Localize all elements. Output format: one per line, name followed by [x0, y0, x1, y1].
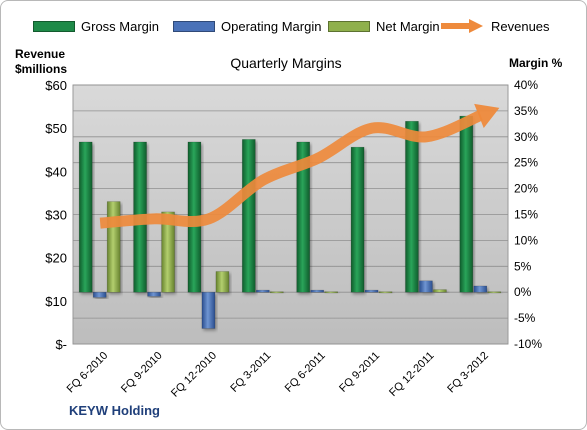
gross-margin-bar [296, 141, 310, 293]
category-label: FQ 6-2010 [65, 350, 111, 396]
operating-margin-bar [92, 291, 107, 298]
category-label: FQ 6-2011 [283, 350, 328, 395]
net-margin-bar [270, 291, 284, 294]
left-axis-title-line1: Revenue [15, 47, 66, 61]
operating-margin-bar [201, 291, 216, 329]
legend-label-revenues: Revenues [491, 18, 550, 34]
right-axis-tick-label: 40% [514, 78, 538, 92]
legend-label-net-margin: Net Margin [376, 18, 440, 34]
right-axis-tick-label: 35% [514, 104, 538, 118]
chart-title: Quarterly Margins [230, 55, 342, 71]
legend-swatch-gross-margin [33, 20, 75, 32]
net-margin-bar [378, 291, 393, 294]
legend-item-revenues: Revenues [439, 15, 550, 37]
right-axis-tick-label: 10% [514, 233, 538, 247]
left-axis-tick-label: $30 [45, 208, 67, 223]
right-axis-tick-label: 5% [514, 259, 532, 273]
left-axis-tick-label: $20 [45, 251, 67, 266]
left-axis-tick-label: $50 [45, 121, 67, 136]
category-label: FQ 12-2010 [169, 350, 219, 400]
net-margin-bar [324, 291, 338, 294]
legend-item-net-margin: Net Margin [328, 15, 440, 37]
right-axis-tick-label: 0% [514, 285, 532, 299]
category-label: FQ 3-2011 [228, 350, 273, 395]
net-margin-bar [106, 201, 121, 293]
category-label: FQ 9-2011 [337, 350, 382, 395]
operating-margin-bar [147, 291, 161, 297]
left-axis-tick-label: $40 [45, 164, 67, 179]
right-axis-tick-label: 30% [514, 130, 538, 144]
net-margin-bar [161, 211, 175, 293]
right-axis-tick-label: 25% [514, 156, 538, 170]
legend-swatch-operating-margin [173, 20, 215, 32]
right-axis-title: Margin % [509, 56, 563, 70]
category-label: FQ 12-2011 [387, 350, 436, 399]
operating-margin-bar [364, 289, 379, 293]
legend-item-operating-margin: Operating Margin [173, 15, 321, 37]
operating-margin-bar [419, 280, 433, 293]
category-label: FQ 3-2012 [445, 350, 491, 396]
right-axis-tick-label: -5% [514, 311, 536, 325]
legend-label-gross-margin: Gross Margin [81, 18, 160, 34]
right-axis-tick-label: 15% [514, 208, 538, 222]
operating-margin-bar [473, 285, 488, 293]
net-margin-bar [215, 271, 230, 293]
left-axis-title: Revenue $millions [15, 47, 67, 77]
gross-margin-bar [78, 141, 93, 293]
left-axis-tick-label: $60 [45, 78, 67, 93]
legend-label-operating-margin: Operating Margin [221, 18, 322, 34]
revenues-arrowhead [474, 103, 500, 129]
revenues-line [99, 110, 484, 229]
legend: Gross Margin Operating Margin Net Margin… [1, 15, 586, 37]
category-label: FQ 9-2010 [119, 350, 165, 396]
gross-margin-bar [405, 121, 419, 293]
net-margin-bar [433, 289, 447, 293]
gross-margin-bar [242, 139, 256, 293]
left-axis-tick-label: $- [55, 337, 67, 352]
gross-margin-bar [350, 146, 365, 293]
left-axis-tick-label: $10 [45, 294, 67, 309]
legend-swatch-net-margin [328, 20, 370, 32]
legend-swatch-revenues [441, 19, 483, 33]
company-name: KEYW Holding [69, 403, 160, 418]
right-axis-tick-label: 20% [514, 182, 538, 196]
operating-margin-bar [256, 289, 270, 293]
net-margin-bar [487, 291, 502, 294]
operating-margin-bar [310, 289, 324, 293]
left-axis-title-line2: $millions [15, 62, 68, 76]
gross-margin-bar [459, 115, 474, 293]
legend-item-gross-margin: Gross Margin [33, 15, 159, 37]
right-axis-tick-label: -10% [514, 337, 542, 351]
